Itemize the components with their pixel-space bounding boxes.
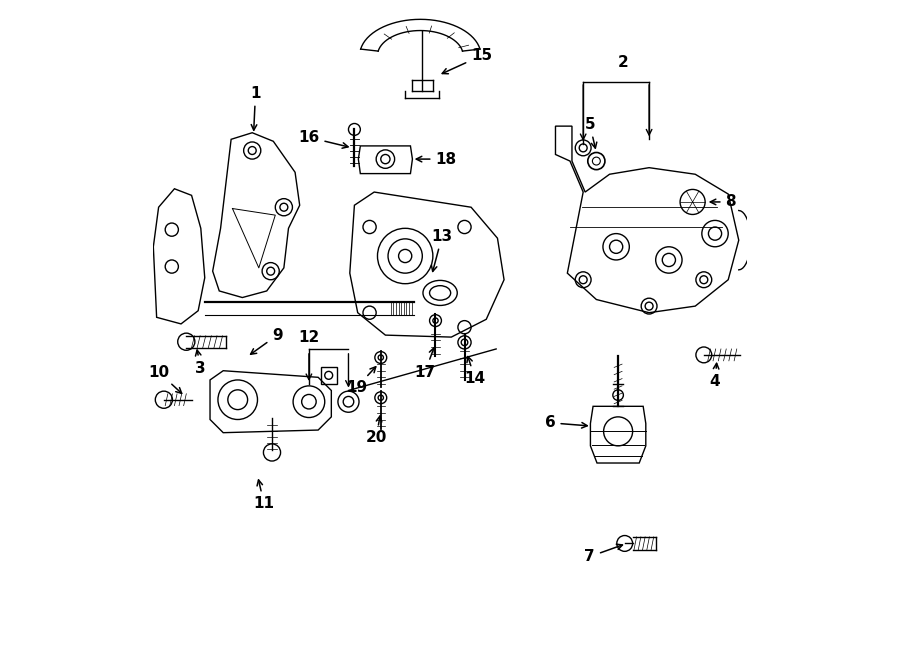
- Text: 19: 19: [346, 367, 376, 395]
- Text: 1: 1: [250, 86, 261, 130]
- Text: 10: 10: [148, 364, 182, 393]
- Text: 4: 4: [710, 364, 720, 389]
- Text: 15: 15: [442, 48, 492, 74]
- Text: 20: 20: [365, 416, 387, 446]
- Text: 12: 12: [298, 330, 320, 345]
- Text: 9: 9: [250, 328, 283, 354]
- Text: 14: 14: [464, 356, 486, 386]
- Text: 6: 6: [544, 415, 588, 430]
- Text: 13: 13: [431, 229, 453, 272]
- Text: 7: 7: [584, 544, 623, 564]
- Text: 16: 16: [298, 130, 348, 148]
- Text: 3: 3: [195, 350, 206, 375]
- Text: 5: 5: [584, 116, 597, 148]
- Text: 2: 2: [617, 55, 628, 69]
- Text: 18: 18: [417, 151, 456, 167]
- Text: 11: 11: [254, 480, 274, 512]
- Text: 8: 8: [710, 194, 736, 210]
- Text: 17: 17: [414, 348, 436, 379]
